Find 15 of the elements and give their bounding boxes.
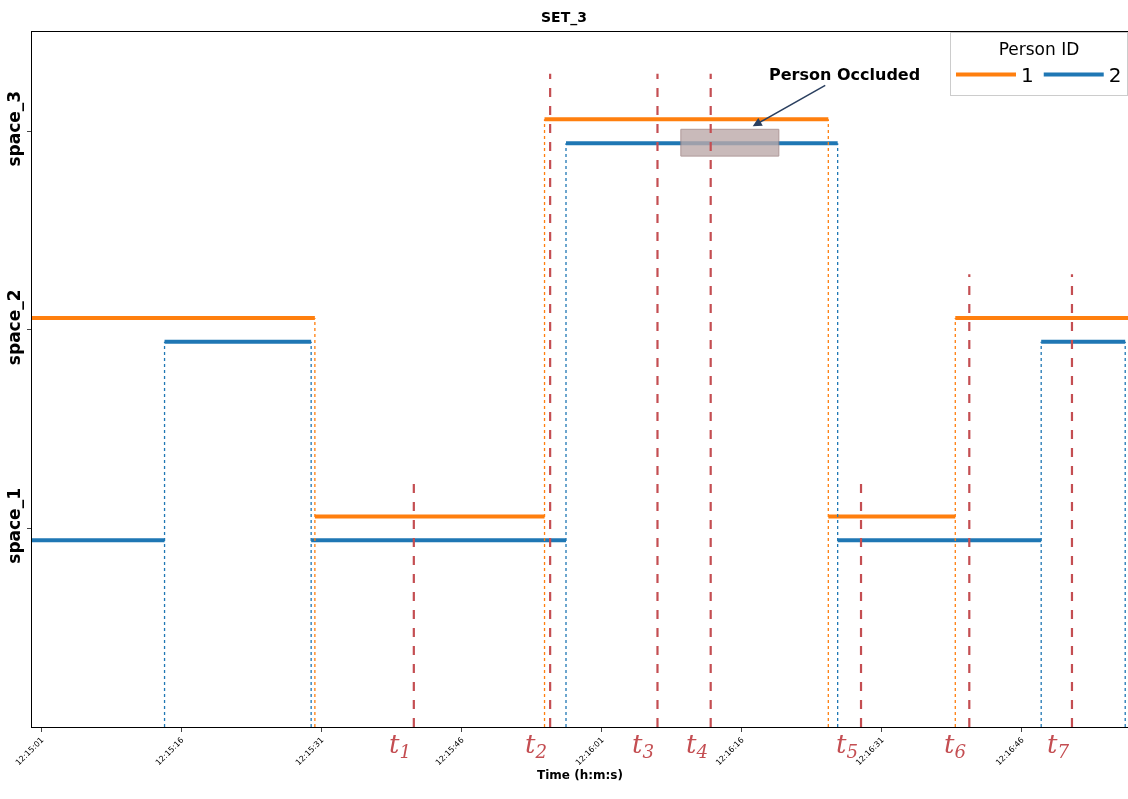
annotation: t$_{1}$ [389, 729, 412, 763]
chart-title: SET_3 [541, 8, 587, 26]
annotation: t$_{2}$ [525, 729, 548, 763]
annotation: t$_{3}$ [632, 729, 655, 763]
y-tick-label: space_1 [4, 488, 25, 564]
y-tick-label: space_2 [4, 289, 25, 366]
legend-title: Person ID [998, 39, 1080, 60]
legend-label: 1 [1021, 63, 1034, 88]
annotation: t$_{4}$ [686, 729, 709, 763]
annotation: Person Occluded [769, 65, 921, 84]
annotation: t$_{6}$ [944, 729, 967, 763]
x-axis-title: Time (h:m:s) [537, 768, 623, 783]
annotation: t$_{7}$ [1047, 729, 1070, 763]
legend-label: 2 [1108, 63, 1122, 88]
y-tick-label: space_3 [4, 90, 25, 167]
